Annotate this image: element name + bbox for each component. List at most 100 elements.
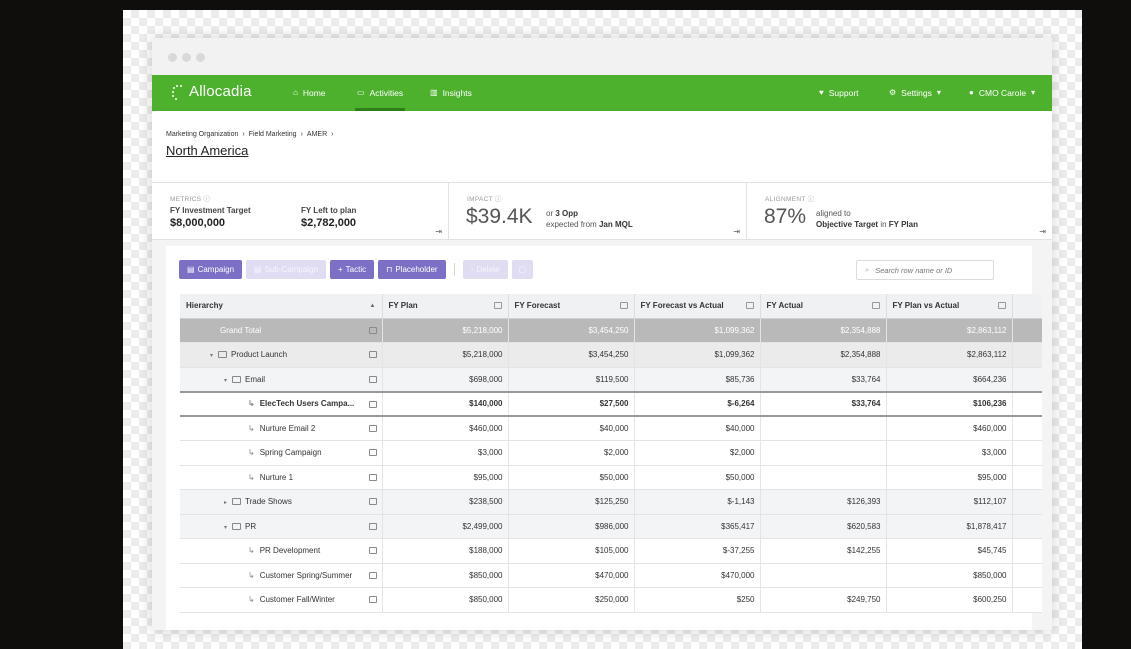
value-cell[interactable]: $33,764 [760, 390, 887, 417]
hierarchy-cell[interactable]: ↳ Nurture 1 [180, 465, 383, 490]
search-input[interactable] [875, 265, 976, 275]
value-cell[interactable] [760, 563, 887, 588]
table-row[interactable]: ↳ Customer Fall/Winter $850,000 $250,000 $25… [180, 587, 1042, 613]
copy-button[interactable]: ▢ [511, 260, 534, 279]
table-row[interactable]: ↳ ElecTech Users Campa... $140,000 $27,500 $… [180, 390, 1042, 417]
calculator-icon[interactable] [493, 302, 502, 309]
value-cell[interactable]: $112,107 [886, 489, 1013, 515]
value-cell[interactable]: $-1,143 [634, 489, 761, 515]
drilldown-icon[interactable]: ⇥ [435, 227, 442, 236]
table-row[interactable]: ↳ Nurture Email 2 $460,000 $40,000 $40,000 $4… [180, 416, 1042, 441]
column-header[interactable]: FY Plan [382, 294, 509, 319]
value-cell[interactable]: $1,099,362 [634, 318, 761, 343]
breadcrumb-item[interactable]: Marketing Organization [166, 131, 239, 138]
value-cell[interactable]: $33,764 [760, 367, 887, 392]
hierarchy-cell[interactable]: ▾ PR [180, 514, 383, 539]
value-cell[interactable] [760, 465, 887, 490]
value-cell[interactable]: $3,454,250 [508, 318, 635, 343]
row-details-icon[interactable] [368, 375, 377, 383]
value-cell[interactable]: $-6,264 [634, 390, 761, 417]
value-cell[interactable]: $2,863,112 [886, 342, 1013, 368]
column-header[interactable]: FY Plan vs Actual [886, 294, 1013, 319]
value-cell[interactable]: $698,000 [382, 367, 509, 392]
value-cell[interactable]: $250 [634, 587, 761, 613]
table-row[interactable]: Grand Total $5,218,000 $3,454,250 $1,099,36… [180, 318, 1042, 343]
row-details-icon[interactable] [368, 596, 377, 603]
table-row[interactable]: ↳ Spring Campaign $3,000 $2,000 $2,000 $3,000 [180, 440, 1042, 466]
row-details-icon[interactable] [368, 547, 377, 554]
calculator-icon[interactable] [619, 302, 628, 309]
breadcrumb-item[interactable]: Field Marketing [248, 131, 297, 138]
value-cell[interactable]: $5,218,000 [382, 342, 509, 368]
row-details-icon[interactable] [368, 449, 377, 456]
table-row[interactable]: ↳ Customer Spring/Summer $850,000 $470,000 $… [180, 563, 1042, 588]
brand-logo[interactable]: Allocadia [170, 83, 252, 100]
add-tactic-button[interactable]: + Tactic [329, 260, 375, 279]
column-header[interactable]: FY Forecast [508, 294, 635, 319]
breadcrumb-item[interactable]: AMER [306, 131, 328, 138]
column-header-hierarchy[interactable]: Hierarchy ▲ [180, 294, 383, 319]
add-sub-campaign-button[interactable]: ▤ Sub-Campaign [246, 260, 326, 279]
value-cell[interactable]: $3,000 [382, 440, 509, 466]
value-cell[interactable]: $470,000 [634, 563, 761, 588]
value-cell[interactable]: $1,878,417 [886, 514, 1013, 539]
drilldown-icon[interactable]: ⇥ [733, 227, 740, 236]
page-title[interactable]: North America [166, 143, 249, 158]
nav-support[interactable]: ♥ Support [819, 75, 859, 111]
calculator-icon[interactable] [997, 302, 1006, 309]
value-cell[interactable]: $3,454,250 [508, 342, 635, 368]
value-cell[interactable]: $2,000 [634, 440, 761, 466]
value-cell[interactable]: $2,499,000 [382, 514, 509, 539]
drilldown-icon[interactable]: ⇥ [1039, 227, 1046, 236]
nav-settings[interactable]: ⚙ Settings ▾ [889, 75, 941, 111]
add-campaign-button[interactable]: ▤ Campaign [179, 260, 243, 279]
row-details-icon[interactable] [368, 473, 377, 481]
row-details-icon[interactable] [368, 522, 377, 530]
column-header[interactable]: FY Forecast vs Actual [634, 294, 761, 319]
hierarchy-cell[interactable]: ↳ Customer Spring/Summer [180, 563, 383, 588]
row-details-icon[interactable] [368, 351, 377, 358]
value-cell[interactable]: $50,000 [634, 465, 761, 490]
table-row[interactable]: ▾ PR $2,499,000 $986,000 $365,417 $620,583 $1,… [180, 514, 1042, 539]
hierarchy-cell[interactable]: ↳ Spring Campaign [180, 440, 383, 466]
value-cell[interactable]: $188,000 [382, 538, 509, 564]
table-row[interactable]: ▸ Trade Shows $238,500 $125,250 $-1,143 $126,… [180, 489, 1042, 515]
hierarchy-cell[interactable]: ▾ Email [180, 367, 383, 392]
value-cell[interactable]: $986,000 [508, 514, 635, 539]
value-cell[interactable]: $105,000 [508, 538, 635, 564]
value-cell[interactable]: $40,000 [508, 416, 635, 441]
table-row[interactable]: ↳ Nurture 1 $95,000 $50,000 $50,000 $95,000 [180, 465, 1042, 490]
value-cell[interactable]: $850,000 [382, 587, 509, 613]
row-details-icon[interactable] [368, 326, 377, 334]
value-cell[interactable]: $2,863,112 [886, 318, 1013, 343]
value-cell[interactable]: $365,417 [634, 514, 761, 539]
value-cell[interactable]: $2,354,888 [760, 318, 887, 343]
value-cell[interactable]: $50,000 [508, 465, 635, 490]
table-row[interactable]: ▾ Email $698,000 $119,500 $85,736 $33,764 $664… [180, 367, 1042, 392]
value-cell[interactable]: $2,000 [508, 440, 635, 466]
hierarchy-cell[interactable]: ↳ ElecTech Users Campa... [180, 390, 383, 417]
table-row[interactable]: ↳ PR Development $188,000 $105,000 $-37,255 $… [180, 538, 1042, 564]
value-cell[interactable]: $1,099,362 [634, 342, 761, 368]
value-cell[interactable]: $-37,255 [634, 538, 761, 564]
value-cell[interactable]: $126,393 [760, 489, 887, 515]
chevron-down-icon[interactable]: ▾ [210, 353, 214, 360]
value-cell[interactable]: $460,000 [886, 416, 1013, 441]
chevron-down-icon[interactable]: ▾ [224, 377, 228, 384]
calculator-icon[interactable] [745, 302, 754, 309]
value-cell[interactable]: $250,000 [508, 587, 635, 613]
row-details-icon[interactable] [368, 571, 377, 579]
add-placeholder-button[interactable]: ⊓ Placeholder [378, 260, 446, 279]
value-cell[interactable]: $238,500 [382, 489, 509, 515]
value-cell[interactable]: $664,236 [886, 367, 1013, 392]
value-cell[interactable]: $620,583 [760, 514, 887, 539]
hierarchy-cell[interactable]: Grand Total [180, 318, 383, 343]
value-cell[interactable]: $95,000 [886, 465, 1013, 490]
value-cell[interactable]: $95,000 [382, 465, 509, 490]
table-row[interactable]: ▾ Product Launch $5,218,000 $3,454,250 $1,09… [180, 342, 1042, 368]
value-cell[interactable]: $125,250 [508, 489, 635, 515]
nav-user-menu[interactable]: ● CMO Carole ▾ [969, 75, 1035, 111]
row-details-icon[interactable] [368, 498, 377, 505]
value-cell[interactable]: $3,000 [886, 440, 1013, 466]
hierarchy-cell[interactable]: ↳ Customer Fall/Winter [180, 587, 383, 613]
